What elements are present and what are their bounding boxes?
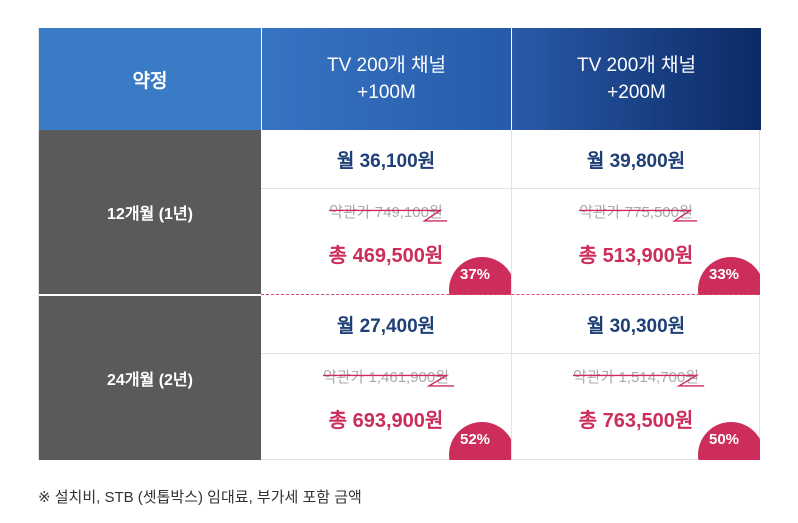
- header-plan-200m-line1: TV 200개 채널: [577, 55, 696, 76]
- header-term: 약정: [39, 28, 261, 130]
- price-detail: 약관가 1,514,700원 총 763,500원 50%: [512, 354, 760, 460]
- pricing-table: 약정 TV 200개 채널 +100M TV 200개 채널 +200M 12개…: [38, 28, 761, 460]
- price-detail: 약관가 775,500원 총 513,900원 33%: [512, 189, 760, 295]
- original-price: 약관가 1,461,900원: [261, 366, 511, 387]
- total-price: 총 763,500원: [578, 410, 694, 432]
- price-detail: 약관가 749,100원 총 469,500원 37%: [261, 189, 511, 295]
- original-price-text: 약관가 1,514,700원: [572, 369, 700, 386]
- strikethrough-mark: [329, 201, 443, 222]
- total-price: 총 693,900원: [328, 410, 444, 432]
- header-plan-100m-line2: +100M: [357, 82, 416, 103]
- monthly-price: 월 27,400원: [261, 295, 511, 354]
- header-term-label: 약정: [132, 70, 168, 92]
- header-plan-100m-line1: TV 200개 채널: [327, 55, 446, 76]
- price-cell-12m-100m: 월 36,100원 약관가 749,100원 총 469,500원 37%: [261, 130, 511, 295]
- monthly-price: 월 30,300원: [512, 295, 760, 354]
- term-24-months: 24개월 (2년): [39, 295, 261, 460]
- header-plan-100m: TV 200개 채널 +100M: [261, 28, 511, 130]
- discount-rate: 37%: [460, 266, 491, 283]
- term-12-months: 12개월 (1년): [39, 130, 261, 294]
- original-price-text: 약관가 775,500원: [579, 204, 693, 221]
- price-cell-24m-100m: 월 27,400원 약관가 1,461,900원 총 693,900원 52%: [261, 295, 511, 460]
- total-price: 총 469,500원: [328, 245, 444, 267]
- footnote: ※ 설치비, STB (셋톱박스) 임대료, 부가세 포함 금액: [38, 489, 362, 506]
- discount-rate: 52%: [460, 431, 491, 448]
- original-price: 약관가 775,500원: [512, 201, 760, 222]
- discount-rate: 33%: [709, 266, 740, 283]
- price-cell-24m-200m: 월 30,300원 약관가 1,514,700원 총 763,500원 50%: [511, 295, 760, 460]
- total-price: 총 513,900원: [578, 245, 694, 267]
- header-plan-200m: TV 200개 채널 +200M: [511, 28, 761, 130]
- monthly-price: 월 39,800원: [512, 130, 760, 189]
- strikethrough-mark: [579, 201, 693, 222]
- price-detail: 약관가 1,461,900원 총 693,900원 52%: [261, 354, 511, 460]
- strikethrough-mark: [573, 366, 699, 387]
- discount-rate: 50%: [709, 431, 740, 448]
- price-cell-12m-200m: 월 39,800원 약관가 775,500원 총 513,900원 33%: [511, 130, 760, 295]
- discount-badge: 52%: [449, 422, 511, 460]
- original-price-text: 약관가 1,461,900원: [322, 369, 450, 386]
- original-price: 약관가 1,514,700원: [512, 366, 760, 387]
- monthly-price: 월 36,100원: [261, 130, 511, 189]
- strikethrough-mark: [323, 366, 449, 387]
- discount-badge: 50%: [698, 422, 760, 460]
- term-label: 12개월 (1년): [107, 206, 193, 223]
- original-price: 약관가 749,100원: [261, 201, 511, 222]
- row-divider: [261, 294, 760, 295]
- term-label: 24개월 (2년): [107, 372, 193, 389]
- original-price-text: 약관가 749,100원: [329, 204, 443, 221]
- header-plan-200m-line2: +200M: [607, 82, 666, 103]
